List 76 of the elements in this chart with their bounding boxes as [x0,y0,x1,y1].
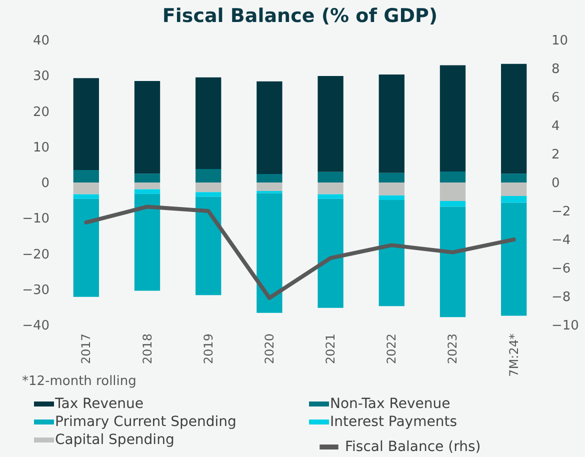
bar [318,76,344,172]
bar [196,192,222,197]
bar [440,171,466,182]
y-tick-label: 0 [41,176,50,191]
legend-label: Tax Revenue [54,396,144,412]
bar [196,196,222,296]
legend-label: Non-Tax Revenue [330,396,450,412]
bar [440,201,466,207]
bar [256,182,282,192]
y-tick-label: 30 [32,69,50,84]
bar [501,64,527,174]
bar [501,196,527,203]
bar [134,194,160,291]
y2-tick-label: 10 [552,34,568,48]
x-tick-label: 2023 [446,334,460,364]
legend-label: Primary Current Spending [55,414,236,430]
x-tick-label: 7M:24* [506,334,521,377]
bar [134,182,160,190]
bar [73,194,99,199]
bar [196,182,222,192]
legend-label: Fiscal Balance (rhs) [345,439,481,455]
y2-tick-label: 6 [552,90,560,106]
bar [440,65,466,172]
bar [378,172,404,182]
bar [196,77,222,169]
y-tick-label: 20 [32,104,50,120]
bar [134,80,160,174]
y2-tick-label: 2 [552,148,560,162]
y-tick-label: 10 [32,140,50,156]
bar [318,172,344,182]
y-tick-label: −30 [22,282,50,298]
bar [256,81,282,174]
y-tick-label: 40 [32,34,50,48]
y2-tick-label: −10 [552,318,579,334]
bar [134,174,160,182]
bar [134,189,160,194]
bar [73,198,99,297]
bar [73,170,99,182]
bar [73,182,99,194]
bar [318,194,344,199]
text: *12-month rolling [22,374,136,389]
x-tick-label: 2018 [140,334,154,364]
x-tick-label: 2020 [262,334,276,364]
x-tick-label: 2017 [79,334,94,364]
bar [73,78,99,170]
bar [256,193,282,313]
y2-tick-label: 0 [552,176,560,191]
y2-tick-label: 8 [552,62,560,77]
bar [318,198,344,308]
y2-tick-label: −8 [552,290,571,305]
bar [440,182,466,202]
x-tick-label: 2022 [384,334,399,364]
x-tick-label: 2019 [201,334,216,364]
bar [196,168,222,182]
y2-tick-label: −6 [552,262,571,276]
bar [440,206,466,318]
y2-tick-label: −2 [552,204,571,220]
bar [378,195,404,200]
bar [378,200,404,306]
bar [378,182,404,196]
line-series [84,204,516,300]
y-tick-label: −20 [22,247,50,262]
y2-tick-label: 4 [552,119,560,134]
bar [501,202,527,316]
y-tick-label: −10 [22,212,50,227]
y-tick-label: −40 [22,318,50,334]
bar [501,174,527,182]
x-tick-label: 2021 [324,334,338,364]
y2-tick-label: −4 [552,233,571,248]
bar [378,74,404,173]
legend-label: Interest Payments [330,414,457,430]
bar [501,182,527,196]
bar [318,182,344,194]
chart-title: Fiscal Balance (% of GDP) [162,5,438,27]
legend-label: Capital Spending [55,432,174,448]
bar [256,174,282,182]
